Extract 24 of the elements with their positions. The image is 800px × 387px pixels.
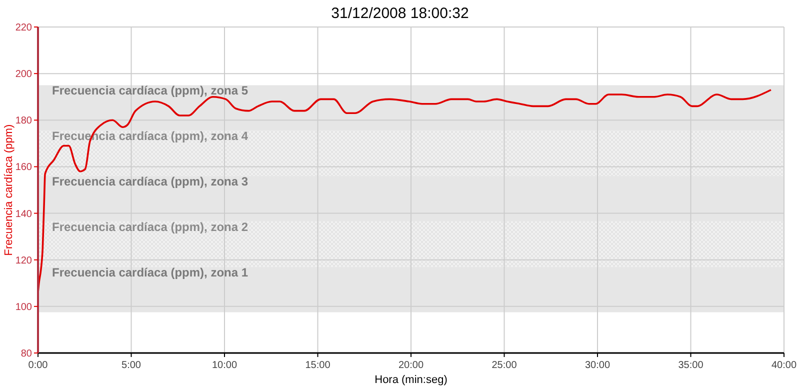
band-label: Frecuencia cardíaca (ppm), zona 1: [52, 265, 248, 280]
y-tick-label: 140: [15, 208, 32, 220]
band-label: Frecuencia cardíaca (ppm), zona 5: [52, 84, 248, 98]
x-tick-label: 40:00: [771, 360, 797, 371]
y-tick-label: 120: [15, 255, 32, 266]
x-tick-label: 20:00: [398, 360, 424, 371]
band-label: Frecuencia cardíaca (ppm), zona 2: [52, 220, 248, 234]
y-tick-label: 160: [15, 162, 32, 174]
y-tick-label: 220: [15, 22, 32, 34]
x-tick-label: 15:00: [305, 360, 331, 371]
x-tick-label: 35:00: [678, 360, 704, 371]
x-tick-label: 30:00: [584, 360, 610, 371]
x-tick-label: 5:00: [122, 360, 142, 371]
x-tick-label: 10:00: [212, 360, 238, 371]
x-tick-label: 0:00: [28, 360, 48, 371]
chart-title: 31/12/2008 18:00:32: [331, 5, 469, 22]
y-tick-label: 200: [15, 69, 32, 80]
y-tick-label: 180: [15, 116, 32, 127]
x-axis-title: Hora (min:seg): [374, 374, 448, 386]
y-axis-title: Frecuencia cardíaca (ppm): [3, 124, 15, 256]
y-tick-label: 100: [15, 302, 32, 313]
band-label: Frecuencia cardíaca (ppm), zona 3: [52, 174, 248, 189]
x-tick-label: 25:00: [492, 360, 518, 371]
y-tick-label: 80: [20, 348, 32, 360]
